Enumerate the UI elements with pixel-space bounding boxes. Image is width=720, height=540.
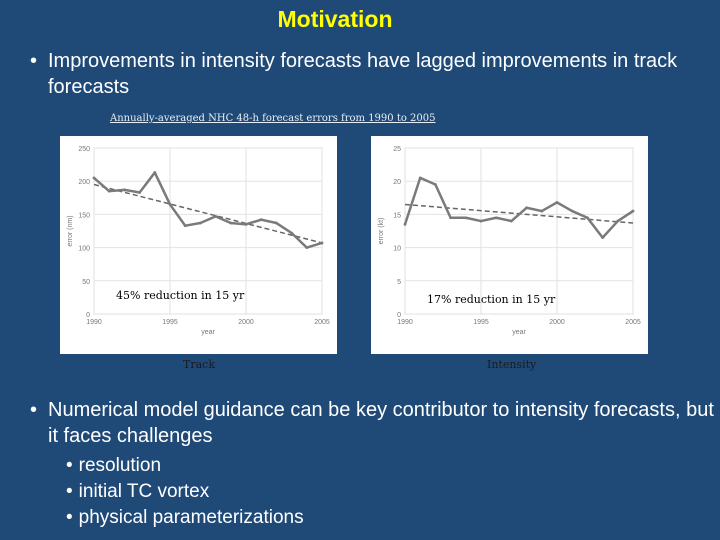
x-tick-label: 1995 <box>162 319 178 326</box>
trend-line <box>93 183 323 244</box>
intensity-footer-label: Intensity <box>487 358 537 371</box>
intensity-reduction-annotation: 17% reduction in 15 yr <box>427 293 556 306</box>
x-axis-label: year <box>512 329 526 336</box>
plot-area <box>93 147 323 315</box>
data-point <box>586 216 589 220</box>
x-tick-label: 1990 <box>397 319 413 326</box>
data-point <box>138 191 141 194</box>
sub-bullet-text: physical parameterizations <box>78 507 304 528</box>
sub-bullet-dot: • <box>66 455 73 476</box>
track-error-chart: 0 50 100 150 200 250 1990 1995 2000 2005 year error… <box>67 146 330 336</box>
data-point <box>479 219 483 223</box>
x-tick-label: 1995 <box>473 319 489 326</box>
bullet-text: Improvements in intensity forecasts have… <box>48 50 678 98</box>
data-point <box>464 216 468 220</box>
y-tick-label: 20 <box>393 179 401 186</box>
bullet-track-vs-intensity: • Improvements in intensity forecasts ha… <box>30 48 720 100</box>
x-axis-label: year <box>201 329 215 336</box>
data-point <box>540 209 544 213</box>
x-tick-label: 2005 <box>625 319 641 326</box>
track-footer-label: Track <box>183 358 215 371</box>
y-axis-label: error (kt) <box>378 218 385 245</box>
y-tick-label: 15 <box>393 212 401 219</box>
y-tick-label: 10 <box>393 246 401 253</box>
data-point <box>275 221 278 225</box>
x-tick-label: 2005 <box>314 319 330 326</box>
sub-bullet-dot: • <box>66 507 73 528</box>
y-tick-label: 25 <box>393 146 401 153</box>
data-point <box>214 214 218 218</box>
data-point <box>403 222 407 226</box>
data-point <box>449 216 452 220</box>
bullet-text: Numerical model guidance can be key cont… <box>48 399 714 447</box>
sub-bullet-text: initial TC vortex <box>78 481 210 502</box>
sub-bullet-text: resolution <box>78 455 162 476</box>
sub-bullet-resolution: • resolution <box>66 453 161 479</box>
figure-caption: Annually-averaged NHC 48-h forecast erro… <box>110 113 436 124</box>
y-tick-label: 50 <box>82 279 90 286</box>
x-tick-label: 2000 <box>549 319 565 326</box>
data-point <box>418 176 422 180</box>
data-point <box>92 176 96 180</box>
plot-area <box>404 147 634 315</box>
sub-bullet-initial-vortex: • initial TC vortex <box>66 479 209 505</box>
data-point <box>570 209 574 213</box>
data-point <box>290 231 293 235</box>
y-tick-label: 250 <box>78 146 90 153</box>
y-tick-label: 100 <box>78 246 90 253</box>
data-point <box>555 201 559 204</box>
slide-title: Motivation <box>277 6 393 32</box>
data-point <box>601 236 604 240</box>
sub-bullet-physics: • physical parameterizations <box>66 505 304 531</box>
error-series-line <box>403 176 634 239</box>
data-point <box>199 221 202 225</box>
error-series-line <box>93 171 323 249</box>
data-point <box>244 222 248 226</box>
data-point <box>434 183 437 186</box>
data-point <box>320 241 324 245</box>
track-error-chart-panel: 0 50 100 150 200 250 1990 1995 2000 2005 year error… <box>60 136 337 354</box>
y-tick-label: 150 <box>78 212 90 219</box>
sub-bullet-dot: • <box>66 481 73 502</box>
data-point <box>631 209 635 213</box>
data-point <box>616 219 620 223</box>
bullet-dot: • <box>30 399 38 421</box>
data-point <box>123 188 126 192</box>
data-point <box>153 171 157 174</box>
data-point <box>259 218 263 222</box>
x-tick-label: 1990 <box>86 319 102 326</box>
data-point <box>525 206 528 210</box>
y-tick-label: 5 <box>397 279 401 286</box>
y-axis-label: error (nm) <box>67 215 74 246</box>
data-point <box>107 189 111 193</box>
data-point <box>168 203 172 206</box>
data-point <box>510 219 513 223</box>
data-point <box>305 246 309 249</box>
data-point <box>494 216 498 220</box>
x-tick-label: 2000 <box>238 319 254 326</box>
y-tick-label: 200 <box>78 179 90 186</box>
bullet-dot: • <box>30 50 38 72</box>
intensity-error-chart: 0 5 10 15 20 25 1990 1995 2000 2005 year error (kt) <box>378 146 641 336</box>
bullet-model-guidance: • Numerical model guidance can be key co… <box>30 397 720 449</box>
track-reduction-annotation: 45% reduction in 15 yr <box>116 289 245 302</box>
data-point <box>183 224 187 228</box>
y-tick-label: 0 <box>86 312 90 319</box>
intensity-error-chart-panel: 0 5 10 15 20 25 1990 1995 2000 2005 year error (kt) <box>371 136 648 354</box>
y-tick-label: 0 <box>397 312 401 319</box>
data-point <box>229 221 233 225</box>
